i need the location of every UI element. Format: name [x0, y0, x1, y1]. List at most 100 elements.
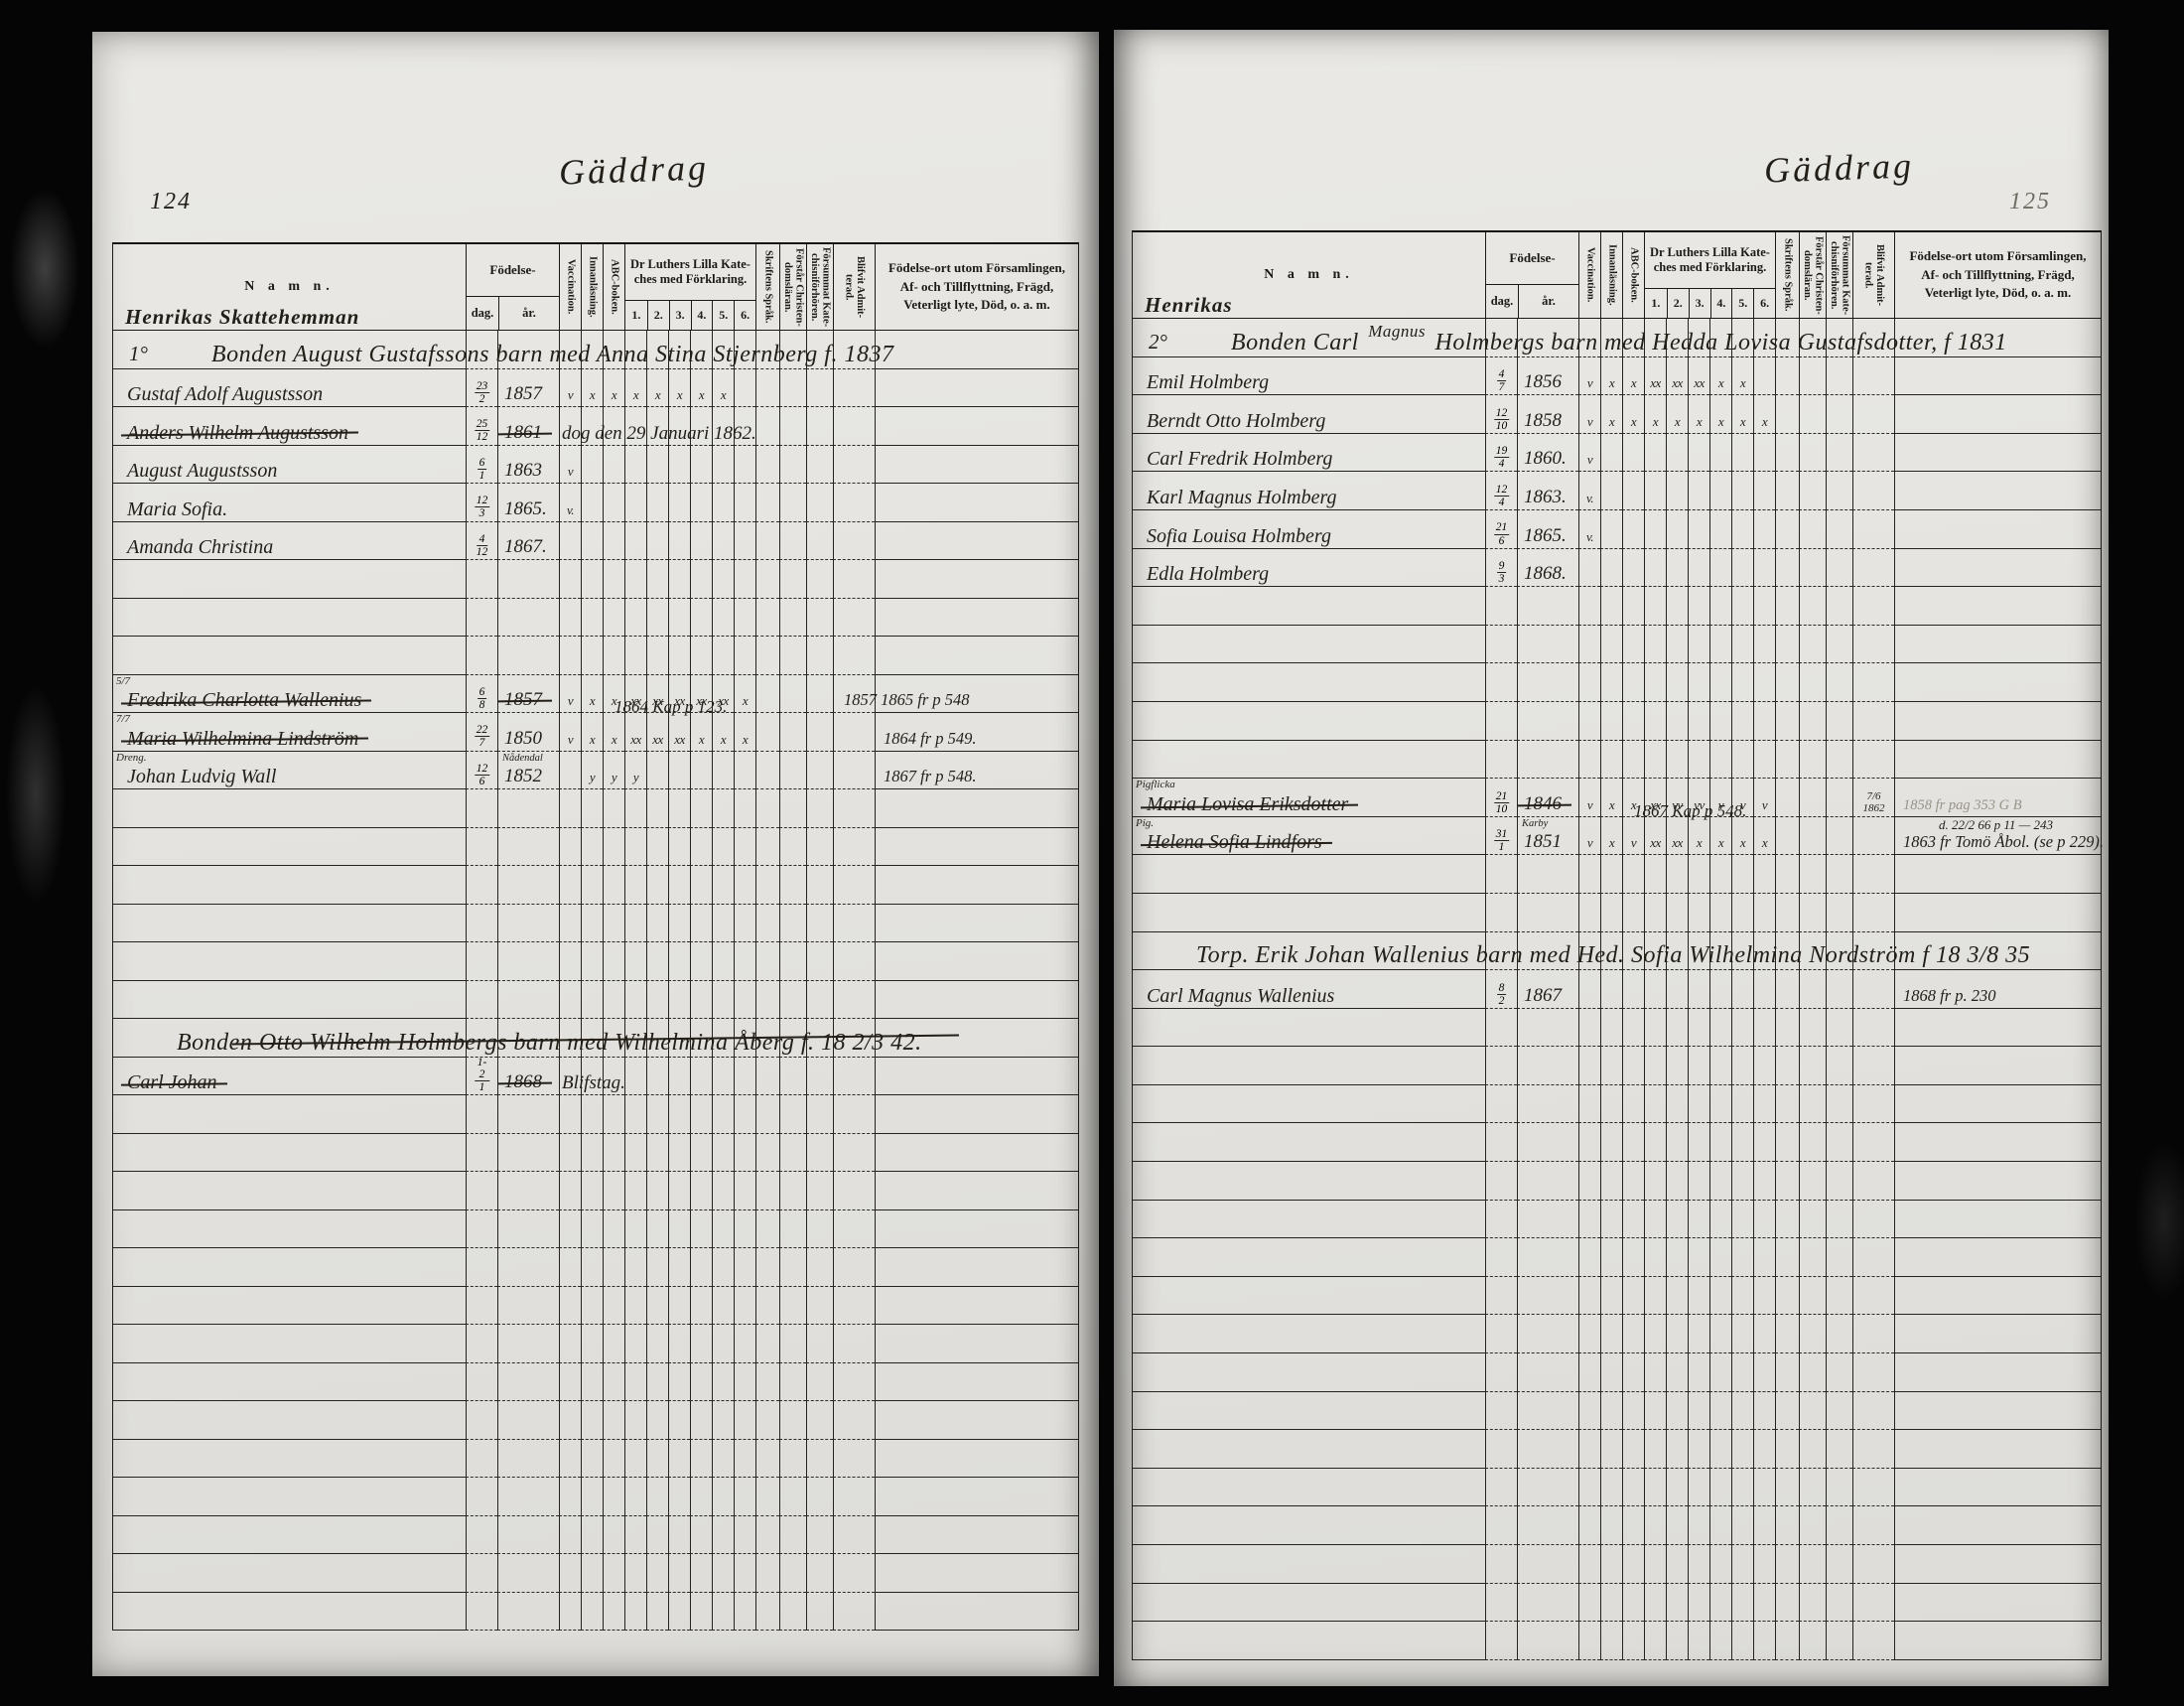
mark-cell-k2 [1666, 1162, 1688, 1201]
table-row [1133, 1084, 2101, 1124]
mark-cell-k1 [624, 1401, 646, 1440]
mark-cell-k2 [1666, 893, 1688, 932]
name-cell [113, 560, 466, 599]
mark-cell-for [1799, 1084, 1826, 1124]
check-mark: x [611, 731, 617, 747]
name-cell [113, 1095, 466, 1134]
mark-cell-skr [755, 1019, 779, 1058]
mark-cell-for [1799, 1622, 1826, 1660]
birth-day-cell: 23 2 [466, 368, 497, 407]
birth-day: 12 4 [1493, 483, 1510, 508]
birth-year-cell: 1860. [1517, 433, 1578, 473]
mark-cell-adm [833, 331, 875, 369]
check-mark: x [1717, 413, 1724, 429]
mark-cell-adm [833, 827, 875, 866]
mark-cell-k6 [734, 637, 755, 675]
person-name: Sofia Louisa Holmberg [1147, 524, 1331, 547]
name-cell [1133, 319, 1485, 357]
mark-cell-adm [1852, 893, 1894, 932]
table-row [113, 866, 1078, 905]
mark-cell-k1 [624, 789, 646, 828]
mark-cell-adm [1852, 1084, 1894, 1124]
notes-cell [875, 904, 1078, 942]
mark-cell-k5 [712, 1133, 734, 1172]
mark-cell-inn [581, 942, 603, 981]
mark-cell-k6 [1753, 970, 1775, 1009]
check-mark: x [742, 731, 749, 747]
mark-cell-for [1799, 433, 1826, 473]
mark-cell-k2 [646, 1172, 668, 1210]
mark-cell-k3: vv [1688, 779, 1709, 817]
register-table: N a m n. Henrikas Födelse- dag. år. Vacc… [1132, 230, 2104, 1660]
mark-cell-k3 [1688, 1084, 1709, 1124]
mark-cell-k1 [1644, 587, 1666, 626]
mark-cell-k3 [668, 1172, 690, 1210]
mark-cell-k5 [712, 1362, 734, 1401]
name-cell: Edla Holmberg [1133, 549, 1485, 588]
mark-cell-k1 [624, 1554, 646, 1593]
birth-day-cell [466, 1515, 497, 1554]
table-row: Karl Magnus Holmberg 12 4 1863. v. [1133, 472, 2101, 510]
mark-cell-k3 [1688, 625, 1709, 664]
birth-year-cell [1517, 1622, 1578, 1660]
name-cell [1133, 1277, 1485, 1316]
mark-cell-k1 [624, 331, 646, 369]
notes-cell: 1857 1865 fr p 548 [844, 674, 1078, 713]
mark-cell-vac [559, 1057, 581, 1095]
mark-cell-adm [1852, 1276, 1894, 1316]
mark-cell-for [779, 368, 806, 407]
mark-cell-vac [1578, 701, 1600, 741]
mark-cell-for [779, 1172, 806, 1210]
birth-year: 1852 [504, 766, 542, 786]
mark-cell-k3 [1688, 855, 1709, 894]
mark-cell-k3 [668, 560, 690, 599]
mark-cell-adm [1852, 970, 1894, 1009]
mark-cell-k4 [690, 1478, 712, 1516]
check-mark: v [567, 693, 574, 708]
mark-cell-k1 [624, 407, 646, 446]
mark-cell-k2: xx [1666, 356, 1688, 396]
mark-cell-for [1799, 931, 1826, 971]
mark-cell-k5 [1731, 1545, 1753, 1584]
mark-cell-k5 [1731, 1353, 1753, 1392]
mark-cell-abc [1622, 319, 1644, 357]
mark-cell-skr [1775, 1353, 1799, 1392]
birth-day-cell: 12 3 [466, 484, 497, 522]
mark-cell-fsm [1826, 893, 1852, 932]
birth-day-cell [1485, 740, 1517, 780]
mark-cell-vac [1578, 663, 1600, 702]
table-row [1133, 1391, 2101, 1431]
mark-cell-adm [833, 866, 875, 905]
name-cell [113, 1325, 466, 1363]
mark-cell-fsm [1826, 1008, 1852, 1048]
mark-cell-for [1799, 1430, 1826, 1469]
mark-cell-k5 [1731, 1622, 1753, 1660]
mark-cell-fsm [1826, 1468, 1852, 1507]
mark-cell-vac: v [1578, 779, 1600, 817]
mark-cell-k3 [1688, 1353, 1709, 1392]
mark-cell-fsm [1826, 1084, 1852, 1124]
birth-day-cell [1485, 1391, 1517, 1431]
mark-cell-for [1799, 1008, 1826, 1048]
mark-cell-abc [603, 1057, 624, 1095]
mark-cell-k5 [712, 1515, 734, 1554]
mark-cell-skr [1775, 1583, 1799, 1623]
mark-cell-k1 [1644, 1353, 1666, 1392]
mark-cell-adm [1852, 1468, 1894, 1507]
mark-cell-adm [1852, 1162, 1894, 1201]
mark-cell-k3 [1688, 1238, 1709, 1277]
mark-cell-k3: x [668, 368, 690, 407]
mark-cell-skr [1775, 433, 1799, 473]
person-name: Carl Fredrik Holmberg [1147, 448, 1333, 471]
mark-cell-skr [755, 521, 779, 560]
mark-cell-k6 [1753, 1353, 1775, 1392]
mark-cell-fsm [806, 674, 833, 713]
birth-day-cell [1485, 1162, 1517, 1201]
mark-cell-adm [1852, 1200, 1894, 1239]
mark-cell-k5 [712, 1172, 734, 1210]
mark-cell-abc: x [1622, 779, 1644, 817]
mark-cell-fsm [806, 1362, 833, 1401]
mark-cell-k2 [646, 1209, 668, 1248]
mark-cell-k1 [1644, 855, 1666, 894]
mark-cell-vac [1578, 319, 1600, 357]
